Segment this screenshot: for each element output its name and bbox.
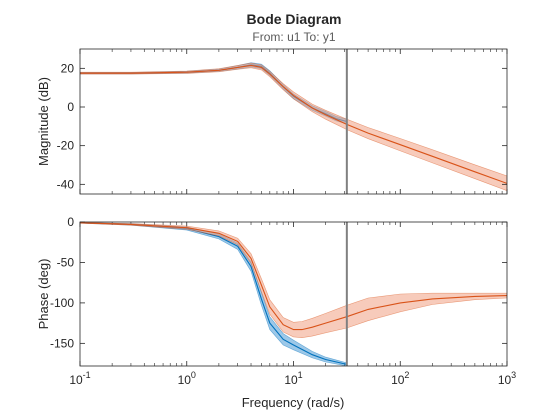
phase-y-axis-label: Phase (deg) xyxy=(36,259,51,330)
y-tick-label: 20 xyxy=(61,61,75,75)
y-tick-label: -40 xyxy=(57,177,75,191)
y-tick-label: -100 xyxy=(50,296,74,310)
magnitude-axes-frame xyxy=(79,48,508,195)
x-axis-label: Frequency (rad/s) xyxy=(242,395,345,410)
x-tick-label: 102 xyxy=(391,370,409,387)
magnitude-grid xyxy=(79,49,508,194)
chart-subtitle: From: u1 To: y1 xyxy=(252,30,335,44)
magnitude-y-axis-label: Magnitude (dB) xyxy=(36,77,51,166)
y-tick-label: 0 xyxy=(67,215,74,229)
orange-confidence-band xyxy=(80,222,507,339)
y-tick-label: -50 xyxy=(57,255,75,269)
y-tick-label: -20 xyxy=(57,139,75,153)
phase-panel: 0 -50 -100 -150 Phase (deg) xyxy=(36,215,508,367)
x-tick-label: 103 xyxy=(498,370,516,387)
y-tick-label: -150 xyxy=(50,336,74,350)
orange-response-line xyxy=(80,222,507,331)
y-tick-label: 0 xyxy=(67,100,74,114)
orange-confidence-band xyxy=(80,62,507,192)
magnitude-data xyxy=(80,62,507,192)
x-tick-label: 101 xyxy=(284,370,302,387)
blue-response-line xyxy=(80,222,347,365)
phase-axes-frame xyxy=(79,221,508,367)
phase-grid xyxy=(79,222,508,366)
chart-title: Bode Diagram xyxy=(247,11,342,27)
magnitude-y-ticks: 20 0 -20 -40 xyxy=(57,61,507,191)
x-tick-label: 10-1 xyxy=(69,370,90,387)
orange-response-line xyxy=(80,64,507,184)
blue-confidence-band xyxy=(80,222,348,366)
magnitude-panel: 20 0 -20 -40 Magnitude (dB) xyxy=(36,48,508,195)
x-tick-label: 100 xyxy=(178,370,196,387)
frequency-x-ticks: 10-1 100 101 102 103 xyxy=(69,370,516,387)
phase-y-ticks: 0 -50 -100 -150 xyxy=(50,215,507,350)
phase-data xyxy=(80,222,507,366)
